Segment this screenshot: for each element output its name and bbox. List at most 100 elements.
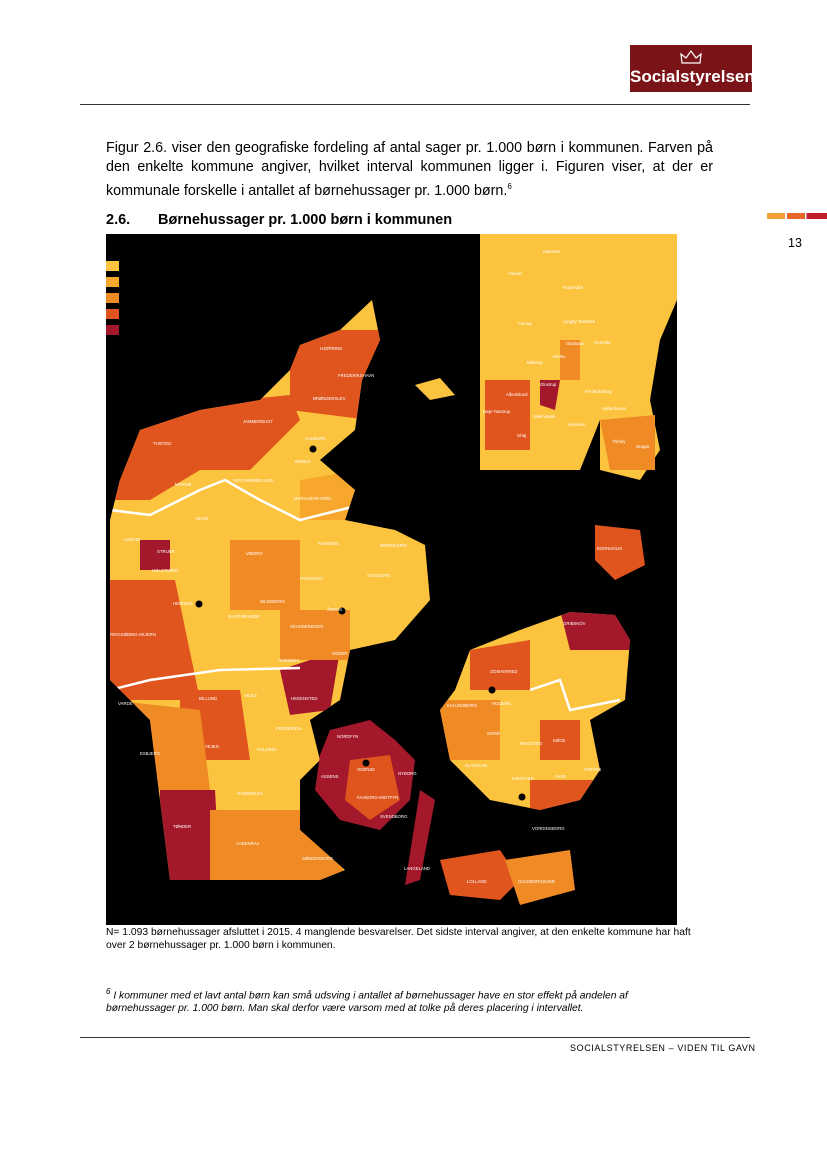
municipality-label: VESTHIMMERLAND — [233, 478, 273, 483]
municipality-label: SORØ — [487, 731, 500, 736]
municipality-label: FAXE — [555, 774, 566, 779]
falster — [505, 850, 575, 905]
municipality-label: Vallensbæk — [533, 414, 556, 419]
municipality-label: LOLLAND — [467, 879, 487, 884]
municipality-label: HADERSLEV — [237, 791, 263, 796]
municipality-label: RINGSTED — [520, 741, 542, 746]
figure-caption: N= 1.093 børnehussager afsluttet i 2015.… — [106, 927, 691, 951]
municipality-label: KALUNDBORG — [447, 703, 478, 708]
municipality-label: VEJEN — [205, 744, 219, 749]
footnote: 6 I kommuner med et lavt antal børn kan … — [106, 985, 696, 1015]
municipality-label: Allerød — [508, 271, 522, 276]
city-dots — [134, 445, 526, 801]
footer-rule — [80, 1037, 750, 1038]
jutland — [110, 300, 430, 880]
municipality-label: HORSENS — [278, 658, 299, 663]
municipality-label: SØNDERBORG — [302, 856, 334, 861]
municipality-label: VARDE — [118, 701, 133, 706]
municipality-label: HEDENSTED — [291, 696, 318, 701]
municipality-label: IKAST-BRANDE — [228, 614, 260, 619]
crown-icon — [680, 49, 702, 64]
municipality-label: SLAGELSE — [465, 763, 488, 768]
legend-swatch — [106, 309, 119, 319]
municipality-label: NÆSTVED — [512, 776, 534, 781]
municipality-label: BRØNDERSLEV — [313, 396, 346, 401]
footnote-text: I kommuner med et lavt antal børn kan sm… — [106, 990, 628, 1015]
municipality-label: FAVRSKOV — [300, 576, 323, 581]
municipality-label: GRIBSKOV — [563, 621, 586, 626]
municipality-label: Rudersdal — [563, 285, 583, 290]
municipality-label: HERNING — [173, 601, 193, 606]
municipality-label: JAMMERBUGT — [243, 419, 273, 424]
legend-swatch — [106, 293, 119, 303]
note-ref: 6 — [507, 182, 512, 191]
heading-title: Børnehussager pr. 1.000 børn i kommunen — [158, 212, 453, 228]
page-tab — [767, 213, 827, 219]
municipality-label: RANDERS — [318, 541, 339, 546]
municipality-label: ESBJERG — [140, 751, 161, 756]
inset-region — [540, 380, 560, 410]
map: HJØRRING FREDERIKSHAVN BRØNDERSLEV JAMMERBU… — [106, 234, 677, 925]
municipality-label: MORSØ — [175, 482, 192, 487]
municipality-label: ASSENS — [321, 774, 339, 779]
municipality-label: HOLSTEBRO — [152, 568, 179, 573]
funen-inner — [345, 755, 400, 820]
municipality-label: Gladsaxe — [566, 341, 585, 346]
logo: Socialstyrelsen — [630, 45, 755, 92]
footnote-number: 6 — [106, 987, 111, 996]
heading-number: 2.6. — [106, 212, 131, 228]
logo-text: Socialstyrelsen — [630, 67, 755, 86]
municipality-label: Albertslund — [506, 392, 528, 397]
municipality-label: GULDBORGSUND — [518, 879, 555, 884]
figure-heading: 2.6. Børnehussager pr. 1.000 børn i kommu… — [106, 212, 452, 228]
laeso — [415, 378, 455, 400]
municipality-label: MARIAGERFJORD — [294, 496, 331, 501]
paragraph-text: Figur 2.6. viser den geografiske fordeli… — [106, 140, 713, 199]
municipality-label: VORDINGBORG — [532, 826, 565, 831]
municipality-label: Lyngby-Taarbæk — [563, 319, 596, 324]
municipality-label: FREDERICIA — [276, 726, 302, 731]
municipality-label: NYBORG — [398, 771, 417, 776]
municipality-label: Glostrup — [540, 382, 557, 387]
municipality-label: HOLBÆK — [492, 701, 511, 706]
municipality-label: ODENSE — [357, 767, 375, 772]
municipality-label: STRUER — [157, 549, 175, 554]
municipality-label: LANGELAND — [404, 866, 430, 871]
municipality-label: FREDERIKSHAVN — [338, 373, 374, 378]
municipality-label: AALBORG — [305, 436, 326, 441]
municipality-label: THISTED — [153, 441, 171, 446]
municipality-label: KØGE — [553, 738, 566, 743]
municipality-label: VIBORG — [246, 551, 263, 556]
legend-swatch — [106, 261, 119, 271]
footer: SOCIALSTYRELSEN – VIDEN TIL GAVN — [570, 1043, 756, 1053]
municipality-label: SILKEBORG — [260, 599, 285, 604]
paragraph: Figur 2.6. viser den geografiske fordeli… — [106, 139, 713, 201]
municipality-label: Frederiksberg — [585, 389, 612, 394]
municipality-label: AABENRAA — [236, 841, 260, 846]
municipality-label: FAABORG-MIDTFYN — [357, 795, 398, 800]
header-rule — [80, 104, 750, 105]
municipality-label: KOLDING — [257, 747, 277, 752]
municipality-label: STEVNS — [584, 767, 601, 772]
municipality-label: NORDDJURS — [380, 543, 407, 548]
municipality-label: BILLUND — [199, 696, 217, 701]
langeland — [405, 790, 435, 885]
municipality-label: ÅRHUS — [327, 607, 342, 612]
lolland — [440, 850, 520, 900]
municipality-label: Halsnæs — [543, 249, 560, 254]
municipality-label: Hvidovre — [568, 422, 586, 427]
municipality-label: SYDDJURS — [367, 573, 390, 578]
municipality-label: SKIVE — [196, 516, 209, 521]
municipality-label: REBILD — [295, 459, 311, 464]
inset-region — [485, 380, 530, 450]
municipality-label: Furesø — [518, 321, 532, 326]
legend — [106, 261, 119, 335]
inset-region — [600, 415, 655, 470]
bornholm — [595, 525, 645, 580]
municipality-label: TØNDER — [173, 824, 191, 829]
municipality-label: HJØRRING — [320, 346, 343, 351]
municipality-label: Ishøj — [517, 433, 526, 438]
page-number: 13 — [788, 236, 802, 250]
municipality-label: Herlev — [553, 354, 566, 359]
